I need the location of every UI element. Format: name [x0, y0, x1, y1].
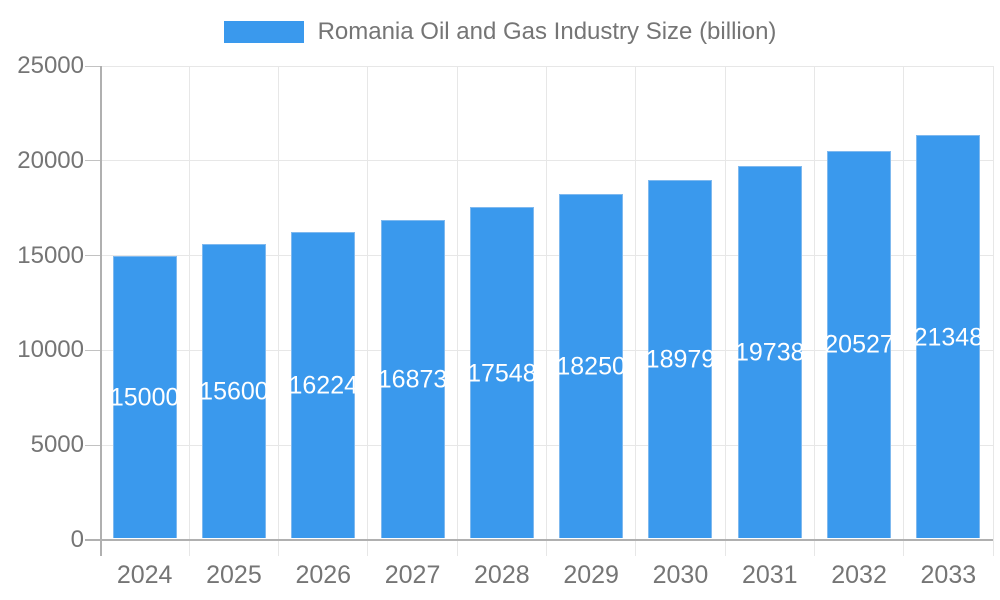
x-tick-label: 2030 — [652, 561, 709, 589]
x-tick-label: 2032 — [831, 561, 887, 589]
bar-value-label: 19738 — [734, 338, 805, 367]
y-tick-label: 10000 — [17, 336, 84, 364]
legend-swatch — [223, 21, 304, 43]
y-tick-label: 5000 — [30, 431, 84, 459]
bar-2028 — [469, 207, 534, 538]
x-tick-label: 2026 — [295, 561, 352, 589]
bar-2032 — [827, 150, 892, 538]
x-axis-line — [85, 539, 993, 541]
bar-value-label: 16224 — [288, 371, 359, 400]
y-tick-label: 25000 — [17, 52, 84, 79]
x-tick-label: 2031 — [741, 561, 798, 589]
bar-2030 — [648, 180, 713, 538]
bar-2026 — [291, 232, 356, 538]
y-tick-mark — [85, 65, 100, 67]
v-gridline — [546, 66, 547, 556]
x-tick-label: 2028 — [474, 561, 530, 589]
v-gridline — [367, 66, 369, 556]
bar-value-label: 16873 — [377, 365, 448, 394]
bar-value-label: 15600 — [199, 377, 269, 406]
bar-value-label: 18250 — [556, 352, 626, 381]
x-tick-label: 2033 — [920, 561, 977, 589]
y-tick-label: 15000 — [17, 241, 84, 269]
bar-2025 — [201, 244, 266, 538]
legend-label: Romania Oil and Gas Industry Size (billi… — [317, 18, 777, 45]
plot-area: 15000 15600 16224 16873 17548 18250 18979 19738… — [85, 65, 994, 556]
x-tick-label: 2029 — [563, 561, 619, 589]
v-gridline — [456, 66, 458, 556]
y-tick-mark — [85, 160, 100, 162]
y-tick-mark — [85, 349, 100, 351]
v-gridline — [278, 66, 280, 556]
v-gridline — [188, 66, 190, 556]
bar-value-label: 17548 — [467, 359, 537, 388]
bar-value-label: 21348 — [913, 323, 984, 352]
bar-2024 — [112, 255, 177, 538]
y-tick-label: 20000 — [17, 146, 84, 174]
bar-value-label: 18979 — [645, 345, 716, 374]
y-axis-line — [100, 66, 102, 556]
bar-2029 — [559, 193, 624, 538]
bar-value-label: 20527 — [824, 330, 894, 359]
legend: Romania Oil and Gas Industry Size (billi… — [0, 18, 1000, 46]
x-tick-label: 2025 — [206, 561, 262, 589]
v-gridline — [903, 66, 905, 556]
x-tick-label: 2027 — [384, 561, 441, 589]
bar-2031 — [737, 165, 802, 538]
v-gridline — [992, 66, 994, 556]
v-gridline — [724, 66, 726, 556]
y-tick-mark — [85, 444, 100, 446]
bar-2027 — [380, 220, 445, 538]
bar-2033 — [916, 135, 981, 538]
v-gridline — [635, 66, 637, 556]
y-tick-mark — [85, 255, 100, 257]
v-gridline — [813, 66, 815, 556]
y-tick-label: 0 — [70, 526, 84, 553]
x-tick-label: 2024 — [116, 561, 173, 589]
bar-value-label: 15000 — [109, 383, 180, 412]
